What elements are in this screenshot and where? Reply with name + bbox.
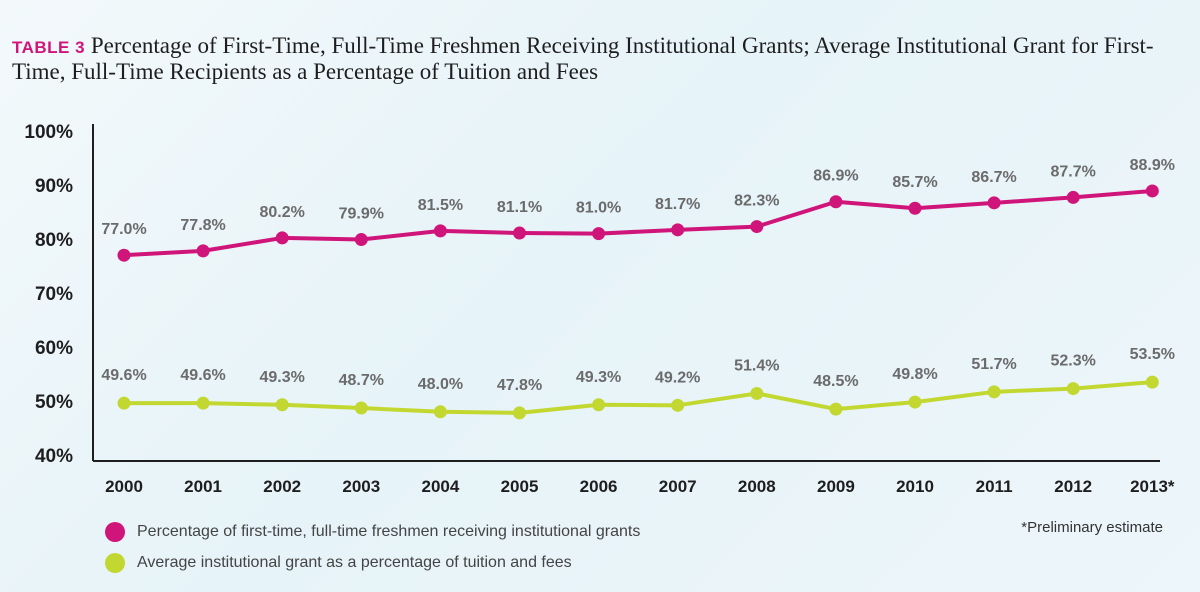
data-point: [1145, 184, 1159, 198]
title-text: Percentage of First-Time, Full-Time Fres…: [12, 33, 1154, 84]
x-tick-label: 2012: [1054, 477, 1092, 496]
data-point: [987, 385, 1001, 399]
chart-title: TABLE 3 Percentage of First-Time, Full-T…: [12, 34, 1197, 84]
legend-label-series1: Percentage of first-time, full-time fres…: [137, 522, 641, 540]
data-label: 86.7%: [971, 169, 1016, 186]
data-label: 48.0%: [418, 376, 463, 393]
data-point: [196, 396, 210, 410]
x-tick-label: 2003: [342, 477, 380, 496]
data-point: [829, 402, 843, 416]
data-label: 49.3%: [576, 369, 621, 386]
data-label: 88.9%: [1130, 157, 1175, 174]
data-point: [275, 398, 289, 412]
footnote: *Preliminary estimate: [1021, 519, 1163, 536]
data-label: 77.0%: [101, 221, 146, 238]
x-tick-label: 2010: [896, 477, 934, 496]
series-line: [123, 188, 1153, 258]
x-tick-label: 2000: [105, 477, 143, 496]
series-line: [124, 380, 1153, 415]
data-label: 49.6%: [101, 367, 146, 384]
data-point: [354, 401, 368, 415]
data-point: [987, 196, 1001, 210]
data-point: [750, 386, 764, 400]
data-point: [513, 406, 526, 420]
x-tick-label: 2011: [976, 477, 1013, 496]
legend: Percentage of first-time, full-time fres…: [105, 516, 640, 578]
data-label: 49.2%: [655, 369, 700, 386]
x-tick-label: 2009: [817, 477, 855, 496]
data-label: 86.9%: [813, 168, 858, 185]
data-point: [275, 231, 289, 245]
data-point: [117, 396, 131, 410]
data-point: [671, 223, 685, 237]
legend-item-series1: Percentage of first-time, full-time fres…: [105, 516, 640, 547]
y-tick-label: 100%: [24, 122, 73, 143]
data-label: 51.7%: [971, 356, 1016, 373]
y-tick-label: 70%: [35, 284, 73, 305]
x-tick-label: 2007: [659, 477, 697, 496]
data-label: 77.8%: [180, 217, 225, 234]
data-point: [592, 398, 606, 412]
x-tick-label: 2005: [501, 477, 539, 496]
x-tick-label: 2006: [580, 477, 618, 496]
data-label: 49.8%: [892, 366, 937, 383]
data-point: [829, 195, 843, 209]
data-label: 81.5%: [418, 197, 463, 214]
legend-label-series2: Average institutional grant as a percent…: [137, 553, 572, 571]
x-tick-label: 2008: [738, 477, 776, 496]
y-tick-label: 60%: [35, 338, 73, 359]
data-label: 53.5%: [1130, 346, 1175, 363]
data-label: 51.4%: [734, 357, 779, 374]
y-tick-label: 40%: [35, 446, 73, 467]
data-label: 80.2%: [260, 204, 305, 221]
data-point: [908, 201, 922, 215]
y-tick-label: 90%: [35, 176, 73, 197]
data-point: [908, 395, 922, 409]
data-point: [196, 244, 210, 258]
data-label: 81.1%: [497, 199, 542, 216]
x-tick-label: 2004: [421, 477, 459, 496]
data-label: 52.3%: [1051, 353, 1096, 370]
legend-item-series2: Average institutional grant as a percent…: [105, 547, 640, 578]
x-tick-label: 2002: [263, 477, 301, 496]
data-label: 47.8%: [497, 377, 542, 394]
data-label: 87.7%: [1051, 163, 1096, 180]
data-label: 48.5%: [813, 373, 858, 390]
data-point: [117, 248, 131, 262]
data-point: [1066, 382, 1080, 396]
data-label: 48.7%: [339, 372, 384, 389]
data-point: [671, 398, 685, 412]
data-label: 81.0%: [576, 200, 621, 217]
data-label: 81.7%: [655, 196, 700, 213]
data-point: [513, 226, 526, 240]
data-point: [354, 233, 368, 247]
data-label: 79.9%: [339, 206, 384, 223]
data-label: 85.7%: [892, 174, 937, 191]
data-label: 49.3%: [260, 369, 305, 386]
legend-swatch-series2: [105, 552, 125, 573]
data-point: [592, 227, 606, 241]
data-point: [1066, 190, 1080, 204]
y-tick-label: 80%: [35, 230, 73, 251]
data-point: [750, 220, 764, 234]
data-point: [433, 405, 447, 419]
data-point: [433, 224, 447, 238]
y-tick-label: 50%: [35, 392, 73, 413]
x-tick-label: 2001: [184, 477, 222, 496]
legend-swatch-series1: [105, 521, 125, 542]
data-label: 82.3%: [734, 193, 779, 210]
x-tick-label: 2013*: [1130, 477, 1175, 496]
data-label: 49.6%: [180, 367, 225, 384]
data-point: [1145, 375, 1159, 389]
table-tag: TABLE 3: [12, 38, 86, 57]
